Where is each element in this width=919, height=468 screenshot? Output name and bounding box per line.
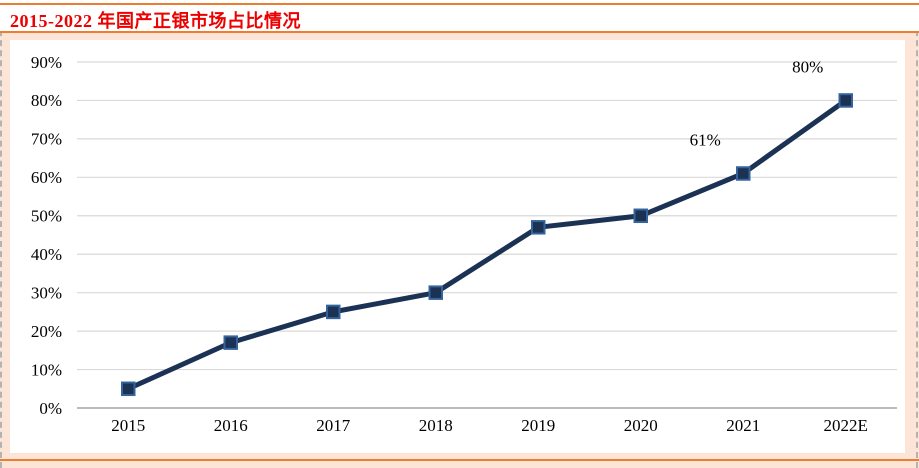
- top-rule: [0, 3, 919, 5]
- data-point-marker: [428, 285, 443, 300]
- title-bar: 2015-2022 年国产正银市场占比情况: [0, 0, 919, 33]
- y-tick-label: 20%: [31, 322, 62, 341]
- x-tick-label: 2016: [214, 416, 248, 435]
- line-chart: 0% 10% 20% 30% 40% 50% 60% 70% 80% 90% 2015 2016 201…: [31, 53, 897, 435]
- data-point-marker: [838, 93, 853, 108]
- chart-area: 0% 10% 20% 30% 40% 50% 60% 70% 80% 90% 2015 2016 201…: [10, 40, 905, 453]
- y-tick-label: 50%: [31, 207, 62, 226]
- data-point-marker: [633, 208, 648, 224]
- x-tick-label: 2017: [316, 416, 351, 435]
- x-tick-label: 2022E: [824, 416, 868, 435]
- series-line: [125, 97, 849, 392]
- x-tick-label: 2019: [521, 416, 555, 435]
- y-tick-label: 70%: [31, 130, 62, 149]
- y-tick-label: 10%: [31, 360, 62, 379]
- page-edge-guide-left: [0, 0, 2, 468]
- data-label: 61%: [690, 130, 721, 149]
- bottom-rule: [0, 459, 919, 461]
- y-tick-label: 60%: [31, 168, 62, 187]
- data-point-marker: [326, 304, 341, 320]
- page-edge-guide-right: [916, 0, 918, 468]
- y-tick-label: 80%: [31, 91, 62, 110]
- chart-title: 2015-2022 年国产正银市场占比情况: [10, 11, 301, 31]
- y-tick-label: 30%: [31, 283, 62, 302]
- y-tick-label: 0%: [39, 399, 62, 418]
- data-point-marker: [736, 166, 751, 181]
- data-label: 80%: [792, 57, 823, 76]
- data-point-marker: [531, 220, 546, 235]
- y-tick-label: 40%: [31, 245, 62, 264]
- x-tick-label: 2021: [726, 416, 760, 435]
- data-point-marker: [223, 335, 238, 350]
- x-tick-label: 2020: [624, 416, 658, 435]
- data-point-marker: [121, 381, 136, 397]
- x-tick-label: 2015: [111, 416, 145, 435]
- x-tick-label: 2018: [419, 416, 453, 435]
- y-tick-label: 90%: [31, 53, 62, 72]
